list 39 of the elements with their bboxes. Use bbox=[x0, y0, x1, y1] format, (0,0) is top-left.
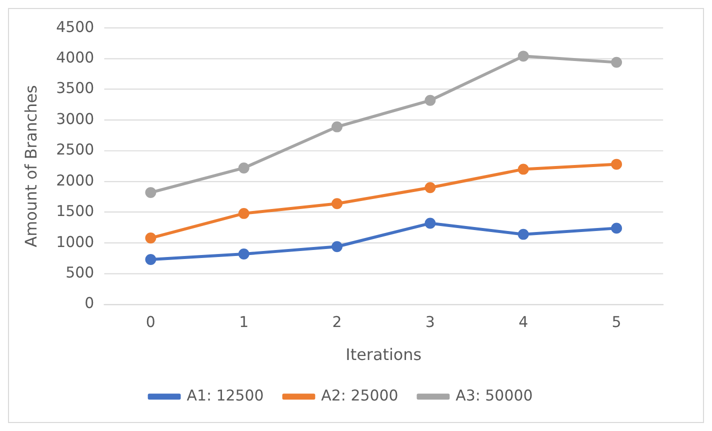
x-axis-title: Iterations bbox=[346, 344, 422, 364]
point bbox=[238, 208, 250, 219]
point bbox=[145, 232, 156, 244]
point bbox=[611, 56, 622, 68]
y-tick-label: 500 bbox=[66, 264, 94, 282]
y-tick-label: 3000 bbox=[56, 110, 94, 128]
point bbox=[145, 187, 156, 198]
y-tick-label: 2500 bbox=[56, 140, 94, 159]
x-tick-label: 4 bbox=[518, 313, 528, 332]
y-tick-label: 0 bbox=[84, 294, 94, 312]
y-tick-label: 3500 bbox=[56, 79, 94, 98]
point bbox=[145, 254, 156, 265]
y-tick-label: 4000 bbox=[56, 48, 94, 66]
point bbox=[332, 241, 343, 252]
x-tick-label: 1 bbox=[239, 313, 249, 332]
point bbox=[424, 182, 436, 194]
x-tick-label: 5 bbox=[612, 313, 622, 332]
point bbox=[424, 218, 436, 229]
legend-label: A1: 12500 bbox=[186, 386, 264, 404]
y-tick-label: 1000 bbox=[56, 232, 94, 251]
point bbox=[238, 248, 250, 260]
y-axis-title: Amount of Branches bbox=[22, 85, 41, 248]
y-tick-label: 1500 bbox=[56, 202, 94, 220]
point bbox=[518, 164, 529, 175]
point bbox=[332, 198, 343, 210]
point bbox=[424, 94, 436, 106]
point bbox=[611, 158, 622, 170]
x-tick-label: 2 bbox=[332, 313, 342, 332]
point bbox=[238, 162, 250, 174]
y-tick-label: 2000 bbox=[56, 171, 94, 190]
y-tick-label: 4500 bbox=[56, 18, 94, 36]
point bbox=[332, 121, 343, 132]
point bbox=[518, 228, 529, 240]
legend-label: A3: 50000 bbox=[456, 386, 533, 404]
legend-label: A2: 25000 bbox=[321, 386, 398, 404]
point bbox=[611, 222, 622, 234]
x-tick-label: 3 bbox=[425, 313, 435, 332]
point bbox=[518, 50, 529, 62]
x-tick-label: 0 bbox=[146, 313, 156, 332]
